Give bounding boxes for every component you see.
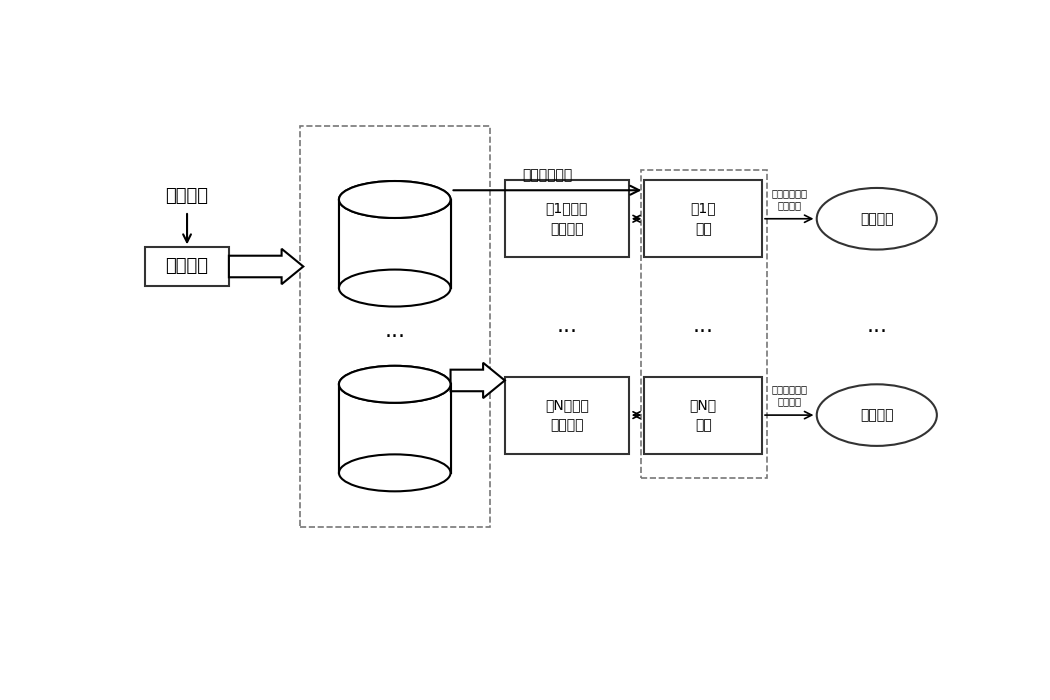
FancyBboxPatch shape bbox=[505, 377, 629, 454]
Text: ···: ··· bbox=[693, 322, 714, 342]
Polygon shape bbox=[339, 199, 450, 288]
Text: ···: ··· bbox=[384, 327, 405, 346]
Text: 测试用例: 测试用例 bbox=[860, 408, 894, 422]
Ellipse shape bbox=[339, 454, 450, 491]
Text: 第1类代码
运行路径: 第1类代码 运行路径 bbox=[546, 202, 588, 236]
Text: 分类: 分类 bbox=[465, 372, 482, 386]
Text: 第1任
务组: 第1任 务组 bbox=[691, 202, 716, 236]
Text: 收集: 收集 bbox=[249, 259, 266, 273]
Text: 测试用例: 测试用例 bbox=[860, 211, 894, 225]
Ellipse shape bbox=[817, 188, 937, 250]
Text: 根据任务执行
数据生成: 根据任务执行 数据生成 bbox=[771, 188, 807, 210]
Polygon shape bbox=[229, 248, 303, 284]
FancyBboxPatch shape bbox=[145, 247, 229, 286]
Polygon shape bbox=[339, 384, 450, 473]
Text: ···: ··· bbox=[866, 322, 887, 342]
FancyBboxPatch shape bbox=[645, 377, 762, 454]
Ellipse shape bbox=[339, 181, 450, 218]
Text: 样本任务的
任务执行数
据: 样本任务的 任务执行数 据 bbox=[374, 222, 416, 274]
Text: 根据任务执行
数据生成: 根据任务执行 数据生成 bbox=[771, 384, 807, 407]
Ellipse shape bbox=[817, 384, 937, 446]
Text: 第N任
务组: 第N任 务组 bbox=[690, 398, 717, 433]
Text: 待测程序: 待测程序 bbox=[166, 258, 209, 276]
Polygon shape bbox=[339, 384, 450, 473]
Text: 第N类代码
运行路径: 第N类代码 运行路径 bbox=[545, 398, 589, 433]
Polygon shape bbox=[450, 363, 505, 398]
Ellipse shape bbox=[339, 181, 450, 218]
Text: ···: ··· bbox=[556, 322, 578, 342]
Ellipse shape bbox=[339, 366, 450, 402]
Text: 样本任务的
代码运行路
径: 样本任务的 代码运行路 径 bbox=[374, 407, 416, 459]
Ellipse shape bbox=[339, 270, 450, 307]
Text: 样本任务: 样本任务 bbox=[166, 187, 209, 204]
Polygon shape bbox=[339, 199, 450, 288]
FancyBboxPatch shape bbox=[645, 180, 762, 258]
Text: 关联至任务组: 关联至任务组 bbox=[522, 169, 572, 183]
Ellipse shape bbox=[339, 366, 450, 402]
FancyBboxPatch shape bbox=[505, 180, 629, 258]
